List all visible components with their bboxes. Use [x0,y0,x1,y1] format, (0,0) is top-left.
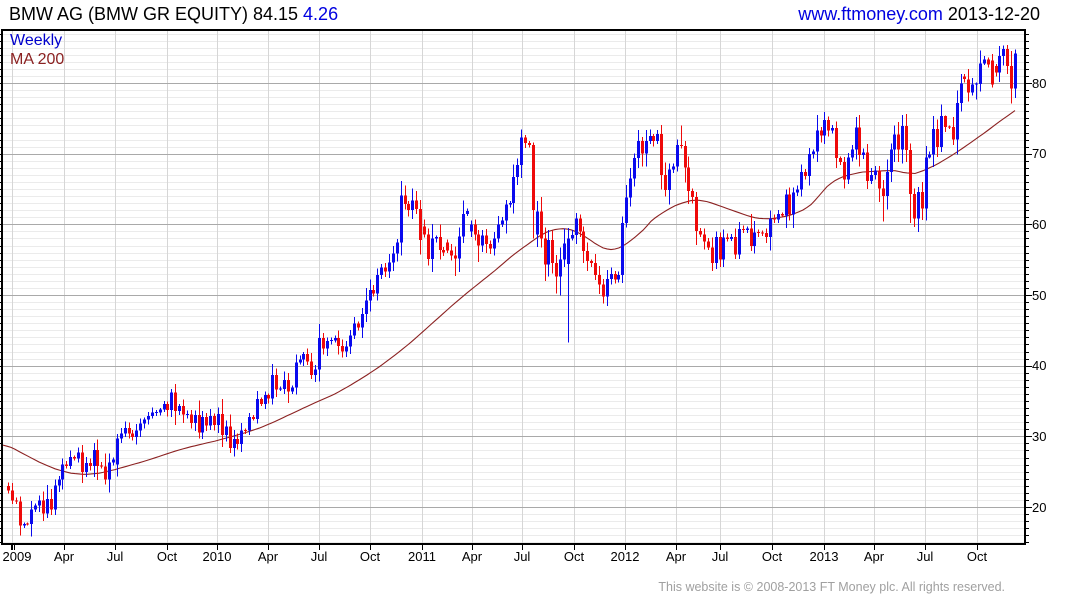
svg-text:www.ftmoney.com 2013-12-20: www.ftmoney.com 2013-12-20 [797,4,1040,24]
svg-text:2009: 2009 [3,549,32,564]
svg-text:Jul: Jul [917,549,934,564]
svg-text:60: 60 [1032,217,1046,232]
svg-text:Oct: Oct [967,549,988,564]
svg-text:Jul: Jul [107,549,124,564]
svg-text:20: 20 [1032,500,1046,515]
svg-text:40: 40 [1032,358,1046,373]
svg-text:Apr: Apr [666,549,687,564]
svg-text:Oct: Oct [157,549,178,564]
svg-text:This website is © 2008-2013 FT: This website is © 2008-2013 FT Money plc… [658,580,1005,594]
svg-text:Oct: Oct [762,549,783,564]
svg-text:80: 80 [1032,76,1046,91]
svg-text:2012: 2012 [611,549,640,564]
svg-text:Weekly: Weekly [10,32,62,49]
svg-text:Apr: Apr [462,549,483,564]
svg-text:Oct: Oct [564,549,585,564]
svg-text:Oct: Oct [360,549,381,564]
svg-text:Jul: Jul [712,549,729,564]
svg-text:30: 30 [1032,429,1046,444]
svg-text:Apr: Apr [54,549,75,564]
svg-text:MA 200: MA 200 [10,51,64,68]
svg-text:BMW AG (BMW GR EQUITY) 84.15 4: BMW AG (BMW GR EQUITY) 84.15 4.26 [9,4,338,24]
svg-text:Apr: Apr [258,549,279,564]
svg-text:2011: 2011 [408,549,436,564]
svg-text:Jul: Jul [311,549,328,564]
svg-text:Apr: Apr [864,549,885,564]
svg-text:Jul: Jul [514,549,531,564]
svg-text:2010: 2010 [203,549,232,564]
svg-text:2013: 2013 [810,549,839,564]
svg-text:70: 70 [1032,146,1046,161]
svg-text:50: 50 [1032,288,1046,303]
